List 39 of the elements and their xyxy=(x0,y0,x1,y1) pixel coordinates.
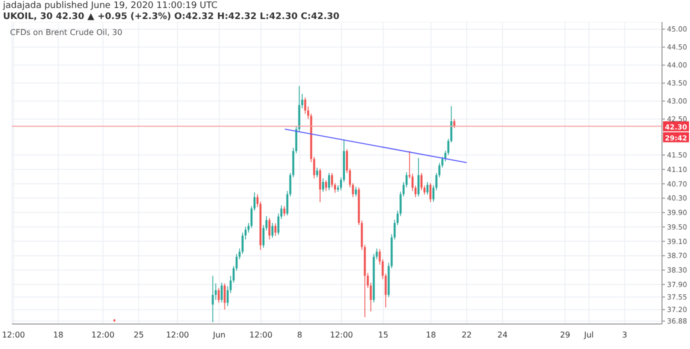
x-tick-label: 3 xyxy=(622,330,628,340)
candlestick xyxy=(224,282,226,310)
x-tick-label: 12:00 xyxy=(330,330,354,340)
x-tick-label: 25 xyxy=(134,330,144,340)
x-tick-label: 18 xyxy=(53,330,64,340)
candlestick xyxy=(325,180,328,192)
candlestick xyxy=(268,218,270,240)
candlestick xyxy=(212,275,214,323)
candlestick xyxy=(429,182,432,203)
candlestick xyxy=(322,178,324,192)
candlestick xyxy=(283,206,286,217)
text: jadajada published June 19, 2020 11:00:19 UTC xyxy=(3,1,218,11)
x-tick-label: 24 xyxy=(497,330,508,340)
candlestick xyxy=(354,186,357,197)
candlestick xyxy=(316,167,318,178)
x-tick-label: Jul xyxy=(583,330,594,340)
candlestick xyxy=(426,182,428,195)
candlestick xyxy=(304,97,306,114)
x-tick-label: 12:00 xyxy=(166,330,190,340)
candlestick xyxy=(418,158,420,197)
candlestick xyxy=(271,222,274,238)
candlestick xyxy=(214,282,217,300)
x-tick-label: 15 xyxy=(378,330,388,340)
x-tick-label: 12:00 xyxy=(249,330,272,340)
candlestick xyxy=(420,172,422,191)
candlestick xyxy=(328,172,330,191)
x-tick-label: 8 xyxy=(297,330,302,340)
x-tick-label: Jun xyxy=(212,330,226,340)
candlestick xyxy=(218,288,220,304)
text: UKOIL, 30 42.30 ▲ +0.95 (+2.3%) O:42.32 H:42.32 L:42.30 C:42.30 xyxy=(3,12,340,22)
x-tick-label: 18 xyxy=(426,330,436,340)
x-tick-label: 29 xyxy=(560,330,570,340)
x-tick-label: 22 xyxy=(462,330,472,340)
candlestick xyxy=(319,168,322,203)
x-tick-label: 12:00 xyxy=(2,330,26,340)
candlestick xyxy=(274,222,276,236)
candlestick xyxy=(220,282,223,303)
x-tick-label: 12:00 xyxy=(91,330,114,340)
text: CFDs on Brent Crude Oil, 30 xyxy=(10,28,122,37)
